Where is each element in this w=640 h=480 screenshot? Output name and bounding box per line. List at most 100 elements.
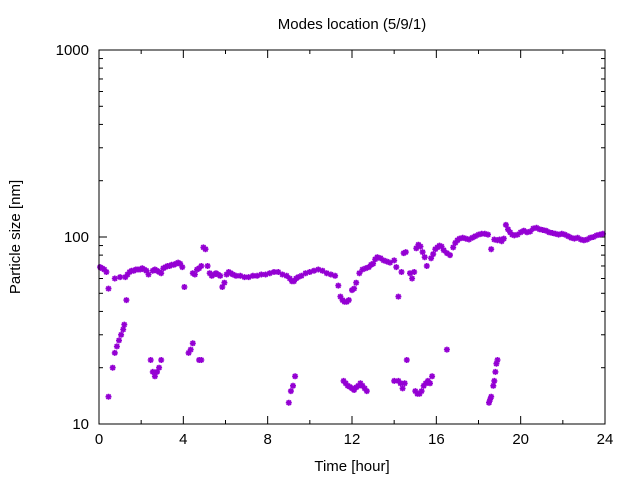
data-point (593, 232, 600, 239)
data-point (502, 221, 509, 228)
data-point (147, 357, 154, 363)
data-point (443, 250, 450, 257)
data-point (440, 247, 447, 254)
data-point (315, 266, 322, 273)
data-point (187, 346, 194, 353)
data-point (120, 326, 127, 333)
data-point (286, 275, 293, 282)
x-tick-label: 4 (179, 431, 187, 448)
data-point (185, 349, 192, 356)
data-point (402, 249, 409, 256)
data-point (488, 246, 495, 253)
data-point (407, 270, 413, 277)
data-point (204, 263, 211, 269)
data-point (505, 226, 511, 233)
data-point (302, 270, 309, 277)
data-point (351, 387, 358, 393)
data-point (498, 238, 505, 245)
data-point (409, 275, 416, 282)
data-point (323, 270, 330, 277)
data-point (584, 236, 591, 243)
data-point (472, 233, 479, 240)
data-point (121, 321, 128, 328)
data-point (191, 271, 198, 278)
data-point (413, 245, 420, 252)
data-point (337, 293, 344, 300)
data-point (596, 231, 603, 238)
data-point (443, 346, 450, 353)
data-point (363, 388, 370, 395)
data-point (383, 258, 390, 265)
data-point (492, 368, 499, 375)
data-point (399, 385, 406, 392)
x-tick-label: 12 (344, 431, 361, 448)
data-point (122, 274, 129, 281)
data-point (416, 390, 423, 397)
data-point (113, 343, 120, 350)
data-point (571, 235, 578, 242)
data-point (459, 234, 466, 241)
data-point (397, 380, 404, 387)
data-point (223, 271, 230, 278)
data-point (149, 368, 156, 375)
data-point (436, 242, 443, 249)
data-point (340, 377, 347, 384)
data-point (362, 265, 369, 272)
data-point (158, 357, 165, 363)
data-point (283, 272, 290, 279)
data-point (511, 232, 518, 239)
data-point (123, 297, 130, 304)
data-point (221, 279, 228, 286)
data-point (423, 263, 430, 269)
data-point (105, 285, 112, 292)
data-point (561, 231, 568, 238)
data-point (353, 279, 360, 286)
data-point (546, 229, 553, 236)
data-point (124, 271, 131, 278)
data-point (401, 380, 408, 387)
data-point (117, 274, 124, 281)
data-point (345, 297, 352, 304)
data-point (491, 377, 498, 384)
data-point (456, 235, 463, 242)
data-point (181, 284, 188, 290)
data-points (97, 221, 606, 406)
data-point (419, 249, 426, 256)
data-point (403, 357, 410, 363)
data-point (395, 377, 402, 384)
data-point (271, 269, 277, 275)
data-point (466, 236, 472, 243)
data-point (452, 239, 459, 246)
data-point (488, 393, 495, 400)
chart-title: Modes location (5/9/1) (278, 16, 426, 33)
y-tick-label: 10 (72, 416, 89, 433)
data-point (151, 373, 158, 380)
data-point (418, 388, 425, 395)
data-point (539, 227, 546, 233)
data-point (494, 357, 501, 363)
data-point (524, 229, 530, 236)
data-point (311, 267, 317, 274)
data-point (380, 257, 387, 264)
data-point (370, 260, 377, 267)
x-tick-label: 8 (263, 431, 271, 448)
data-point (536, 226, 543, 233)
data-point (335, 282, 342, 289)
data-point (365, 264, 372, 271)
data-point (486, 399, 492, 406)
data-point (351, 285, 358, 292)
data-point (319, 267, 326, 274)
data-point (387, 259, 393, 266)
data-point (291, 278, 297, 285)
data-point (377, 255, 384, 262)
x-tick-label: 0 (95, 431, 103, 448)
data-point (450, 244, 457, 251)
data-point (233, 272, 239, 279)
data-point (249, 272, 256, 279)
data-point (295, 274, 302, 281)
data-point (438, 243, 445, 250)
data-point (580, 237, 587, 244)
data-point (421, 254, 428, 261)
data-point (298, 272, 305, 279)
